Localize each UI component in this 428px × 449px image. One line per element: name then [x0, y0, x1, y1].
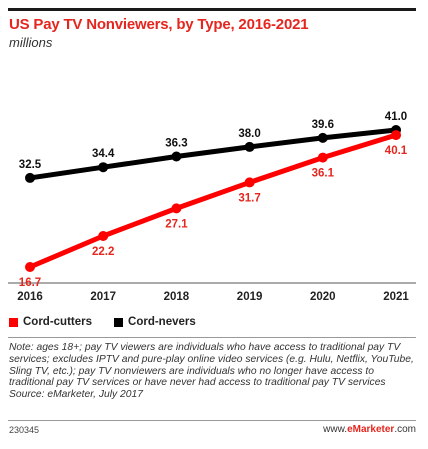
x-tick-label: 2018 — [164, 291, 190, 303]
data-point-cord-nevers — [244, 141, 255, 152]
legend-swatch-cord-cutters — [9, 317, 18, 327]
data-label-cord-cutters: 27.1 — [165, 218, 188, 230]
data-label-cord-cutters: 31.7 — [238, 192, 260, 204]
legend: Cord-cutters Cord-nevers — [9, 316, 196, 328]
data-label-cord-nevers: 32.5 — [19, 159, 42, 171]
data-label-cord-nevers: 39.6 — [312, 119, 334, 131]
x-tick-label: 2021 — [383, 291, 409, 303]
footer-divider — [8, 420, 416, 421]
legend-item-cord-cutters: Cord-cutters — [9, 316, 92, 328]
brand-suffix: .com — [394, 424, 416, 435]
series-line-cord-nevers — [27, 127, 399, 181]
data-label-cord-cutters: 36.1 — [312, 168, 335, 180]
data-point-cord-cutters — [391, 130, 401, 141]
data-point-cord-nevers — [317, 132, 328, 143]
x-tick-label: 2020 — [310, 291, 336, 303]
data-point-cord-cutters — [98, 230, 109, 241]
data-label-cord-nevers: 34.4 — [92, 148, 115, 160]
brand-prefix: www. — [323, 424, 348, 435]
legend-item-cord-nevers: Cord-nevers — [114, 316, 196, 328]
chart-note: Note: ages 18+; pay TV viewers are indiv… — [9, 342, 419, 401]
data-point-cord-nevers — [171, 151, 182, 162]
chart-id: 230345 — [9, 425, 40, 435]
x-tick-label: 2017 — [90, 291, 116, 303]
note-text: Note: ages 18+; pay TV viewers are indiv… — [9, 342, 414, 389]
data-label-cord-nevers: 38.0 — [238, 128, 260, 140]
chart-title: US Pay TV Nonviewers, by Type, 2016-2021 — [9, 16, 309, 33]
x-tick-label: 2016 — [17, 291, 43, 303]
data-label-cord-nevers: 36.3 — [165, 137, 187, 149]
data-point-cord-nevers — [25, 172, 35, 183]
chart-subtitle: millions — [9, 35, 53, 50]
data-label-cord-nevers: 41.0 — [385, 111, 407, 123]
series-line-cord-cutters — [27, 132, 399, 270]
data-point-cord-cutters — [171, 203, 182, 214]
legend-swatch-cord-nevers — [114, 317, 124, 327]
legend-label-cord-nevers: Cord-nevers — [128, 316, 196, 328]
data-point-cord-nevers — [98, 162, 109, 173]
data-point-cord-cutters — [25, 262, 35, 272]
divider — [8, 337, 416, 338]
data-label-cord-cutters: 22.2 — [92, 246, 114, 258]
data-point-cord-cutters — [317, 152, 328, 163]
data-label-cord-cutters: 16.7 — [19, 277, 41, 289]
brand-name: eMarketer — [347, 424, 395, 435]
brand-link[interactable]: www.eMarketer.com — [323, 424, 416, 435]
line-chart: 2016 2017 2018 2019 2020 2021 32.5 34.4 36.3 38.0… — [8, 111, 416, 303]
data-label-cord-cutters: 40.1 — [385, 145, 408, 157]
legend-label-cord-cutters: Cord-cutters — [23, 316, 93, 328]
data-point-cord-cutters — [244, 177, 255, 188]
source-text: Source: eMarketer, July 2017 — [9, 389, 143, 401]
x-tick-label: 2019 — [237, 291, 263, 303]
top-rule — [8, 8, 416, 11]
